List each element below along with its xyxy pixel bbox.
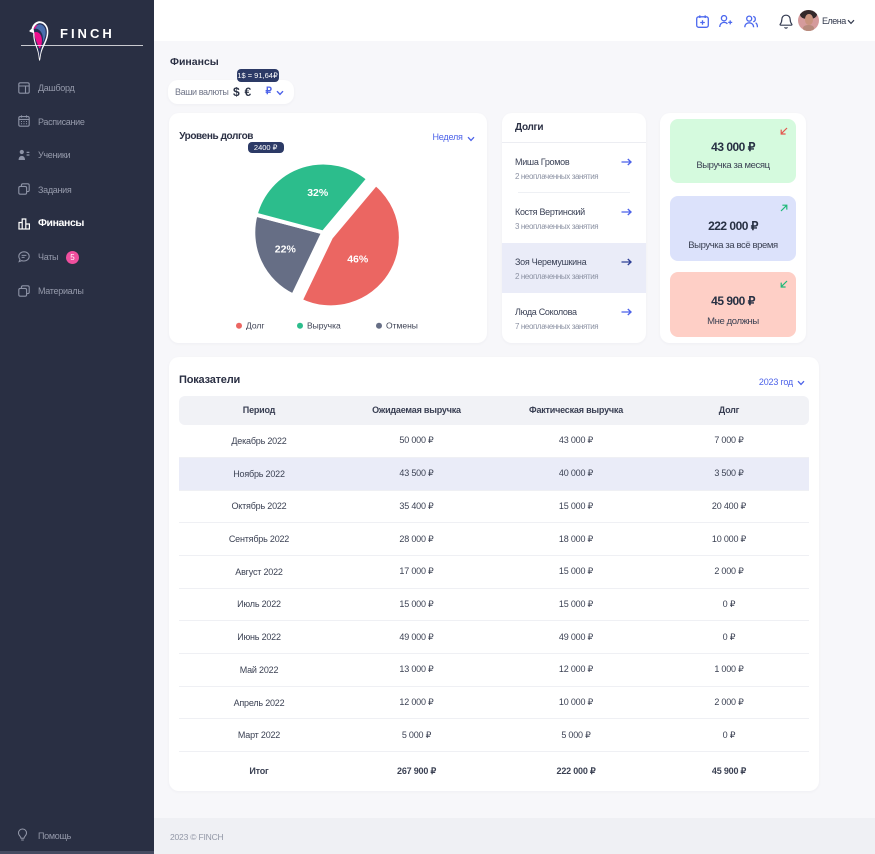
- svg-text:Отмены: Отмены: [386, 321, 418, 331]
- svg-text:Выручка: Выручка: [307, 321, 341, 331]
- svg-text:Долг: Долг: [246, 321, 264, 331]
- svg-text:46%: 46%: [347, 253, 369, 265]
- svg-text:32%: 32%: [307, 187, 329, 199]
- svg-text:22%: 22%: [274, 244, 296, 256]
